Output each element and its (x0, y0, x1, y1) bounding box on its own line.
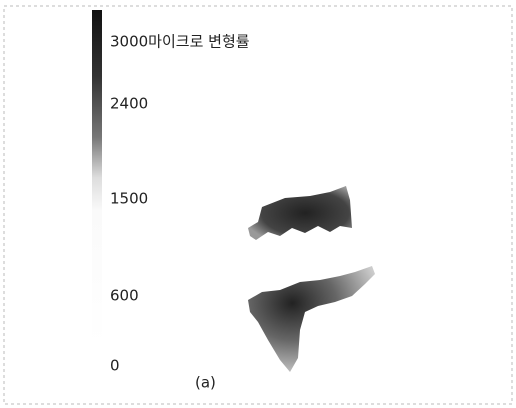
frame (4, 6, 512, 404)
colorbar-label: 2400 (110, 95, 148, 113)
strain-map-lower (248, 266, 375, 372)
strain-map-upper (248, 186, 352, 240)
colorbar-label: 1500 (110, 190, 148, 208)
colorbar-label: 600 (110, 287, 139, 305)
colorbar-label: 3000마이크로 변형률 (110, 33, 250, 51)
figure: 3000마이크로 변형률 2400 1500 600 0 (a) (0, 0, 516, 408)
figure-canvas: 3000마이크로 변형률 2400 1500 600 0 (a) (0, 0, 516, 408)
caption: (a) (195, 374, 216, 392)
color-bar (92, 10, 102, 345)
colorbar-label: 0 (110, 357, 120, 375)
